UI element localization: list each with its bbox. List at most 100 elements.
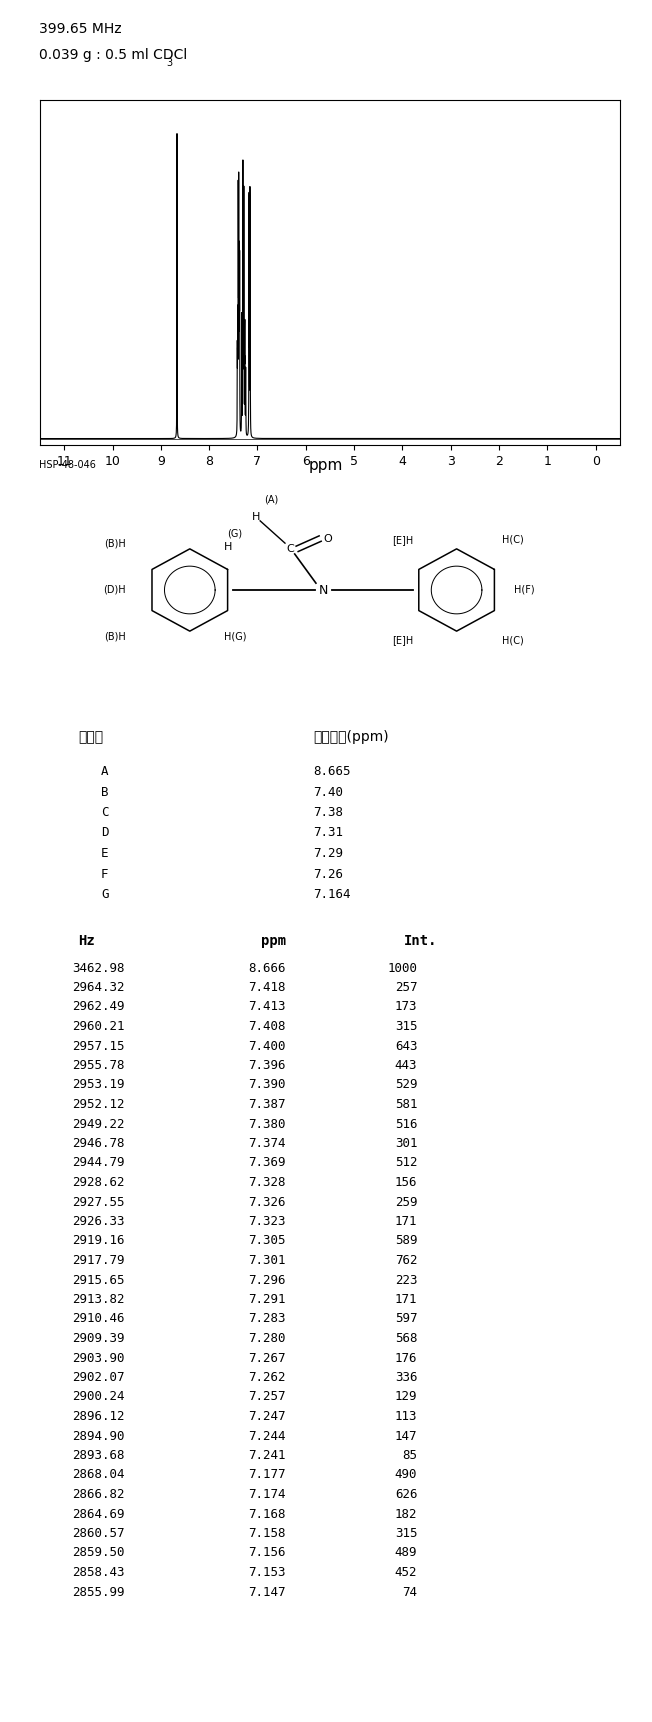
Text: 7.418: 7.418: [248, 982, 286, 994]
Text: 7.164: 7.164: [313, 889, 351, 901]
Text: 147: 147: [394, 1429, 417, 1443]
Text: 301: 301: [394, 1137, 417, 1150]
Text: (B)H: (B)H: [104, 539, 126, 548]
Text: 2903.90: 2903.90: [72, 1352, 125, 1364]
Text: 171: 171: [394, 1293, 417, 1305]
Text: 7.153: 7.153: [248, 1565, 286, 1579]
Text: ppm: ppm: [309, 458, 343, 474]
Text: 489: 489: [394, 1546, 417, 1560]
Text: 7.247: 7.247: [248, 1410, 286, 1422]
Text: 2946.78: 2946.78: [72, 1137, 125, 1150]
Text: 85: 85: [402, 1448, 417, 1462]
Text: 7.26: 7.26: [313, 868, 343, 880]
Text: H(G): H(G): [224, 632, 246, 642]
Text: 589: 589: [394, 1235, 417, 1247]
Text: 7.280: 7.280: [248, 1333, 286, 1345]
Text: 3: 3: [166, 59, 172, 67]
Text: 2955.78: 2955.78: [72, 1059, 125, 1073]
Text: 7.31: 7.31: [313, 827, 343, 840]
Text: G: G: [101, 889, 109, 901]
Text: 2944.79: 2944.79: [72, 1157, 125, 1169]
Text: 512: 512: [394, 1157, 417, 1169]
Text: B: B: [101, 785, 109, 799]
Text: 315: 315: [394, 1019, 417, 1033]
Text: O: O: [323, 534, 332, 544]
Text: 7.413: 7.413: [248, 1000, 286, 1014]
Text: 626: 626: [394, 1488, 417, 1502]
Text: 7.283: 7.283: [248, 1312, 286, 1326]
Text: 2866.82: 2866.82: [72, 1488, 125, 1502]
Text: 7.257: 7.257: [248, 1390, 286, 1403]
Text: 2917.79: 2917.79: [72, 1254, 125, 1267]
Text: 7.267: 7.267: [248, 1352, 286, 1364]
Text: 2913.82: 2913.82: [72, 1293, 125, 1305]
Text: (D)H: (D)H: [104, 585, 126, 596]
Text: 2962.49: 2962.49: [72, 1000, 125, 1014]
Text: 7.380: 7.380: [248, 1118, 286, 1131]
Text: C: C: [101, 806, 109, 820]
Text: 2900.24: 2900.24: [72, 1390, 125, 1403]
Text: 7.147: 7.147: [248, 1586, 286, 1598]
Text: C: C: [286, 544, 293, 554]
Text: 7.400: 7.400: [248, 1040, 286, 1052]
Text: 7.387: 7.387: [248, 1099, 286, 1111]
Text: [E]H: [E]H: [392, 635, 413, 646]
Text: [E]H: [E]H: [392, 536, 413, 544]
Text: 2957.15: 2957.15: [72, 1040, 125, 1052]
Text: 7.291: 7.291: [248, 1293, 286, 1305]
Text: 7.244: 7.244: [248, 1429, 286, 1443]
Text: 2926.33: 2926.33: [72, 1216, 125, 1228]
Text: 2910.46: 2910.46: [72, 1312, 125, 1326]
Text: 0.039 g : 0.5 ml CDCl: 0.039 g : 0.5 ml CDCl: [39, 48, 187, 62]
Text: 581: 581: [394, 1099, 417, 1111]
Text: 7.241: 7.241: [248, 1448, 286, 1462]
Text: 597: 597: [394, 1312, 417, 1326]
Text: 113: 113: [394, 1410, 417, 1422]
Text: H(C): H(C): [502, 536, 524, 544]
Text: E: E: [101, 847, 109, 859]
Text: 7.296: 7.296: [248, 1274, 286, 1286]
Text: 259: 259: [394, 1195, 417, 1209]
Text: 156: 156: [394, 1176, 417, 1188]
Text: 129: 129: [394, 1390, 417, 1403]
Text: 74: 74: [402, 1586, 417, 1598]
Text: 7.369: 7.369: [248, 1157, 286, 1169]
Text: 1000: 1000: [387, 961, 417, 975]
Text: 7.374: 7.374: [248, 1137, 286, 1150]
Text: 2915.65: 2915.65: [72, 1274, 125, 1286]
Text: 490: 490: [394, 1469, 417, 1481]
Text: ppm: ppm: [261, 933, 286, 947]
Text: 2859.50: 2859.50: [72, 1546, 125, 1560]
Text: 8.665: 8.665: [313, 765, 351, 778]
Text: Hz: Hz: [78, 933, 95, 947]
Text: F: F: [101, 868, 109, 880]
Text: 7.38: 7.38: [313, 806, 343, 820]
Text: 3462.98: 3462.98: [72, 961, 125, 975]
Text: 7.301: 7.301: [248, 1254, 286, 1267]
Text: 7.390: 7.390: [248, 1078, 286, 1092]
Text: 标记氢: 标记氢: [78, 730, 104, 744]
Text: 7.323: 7.323: [248, 1216, 286, 1228]
Text: 7.156: 7.156: [248, 1546, 286, 1560]
Text: 2927.55: 2927.55: [72, 1195, 125, 1209]
Text: 443: 443: [394, 1059, 417, 1073]
Text: (B)H: (B)H: [104, 632, 126, 642]
Text: 173: 173: [394, 1000, 417, 1014]
Text: 2953.19: 2953.19: [72, 1078, 125, 1092]
Text: 7.29: 7.29: [313, 847, 343, 859]
Text: A: A: [101, 765, 109, 778]
Text: H: H: [224, 542, 232, 553]
Text: 336: 336: [394, 1371, 417, 1384]
Text: 2919.16: 2919.16: [72, 1235, 125, 1247]
Text: Int.: Int.: [404, 933, 437, 947]
Text: 7.396: 7.396: [248, 1059, 286, 1073]
Text: 7.168: 7.168: [248, 1507, 286, 1521]
Text: 7.174: 7.174: [248, 1488, 286, 1502]
Text: 529: 529: [394, 1078, 417, 1092]
Text: 223: 223: [394, 1274, 417, 1286]
Text: 176: 176: [394, 1352, 417, 1364]
Text: 2928.62: 2928.62: [72, 1176, 125, 1188]
Text: H(F): H(F): [514, 585, 535, 596]
Text: 643: 643: [394, 1040, 417, 1052]
Text: 257: 257: [394, 982, 417, 994]
